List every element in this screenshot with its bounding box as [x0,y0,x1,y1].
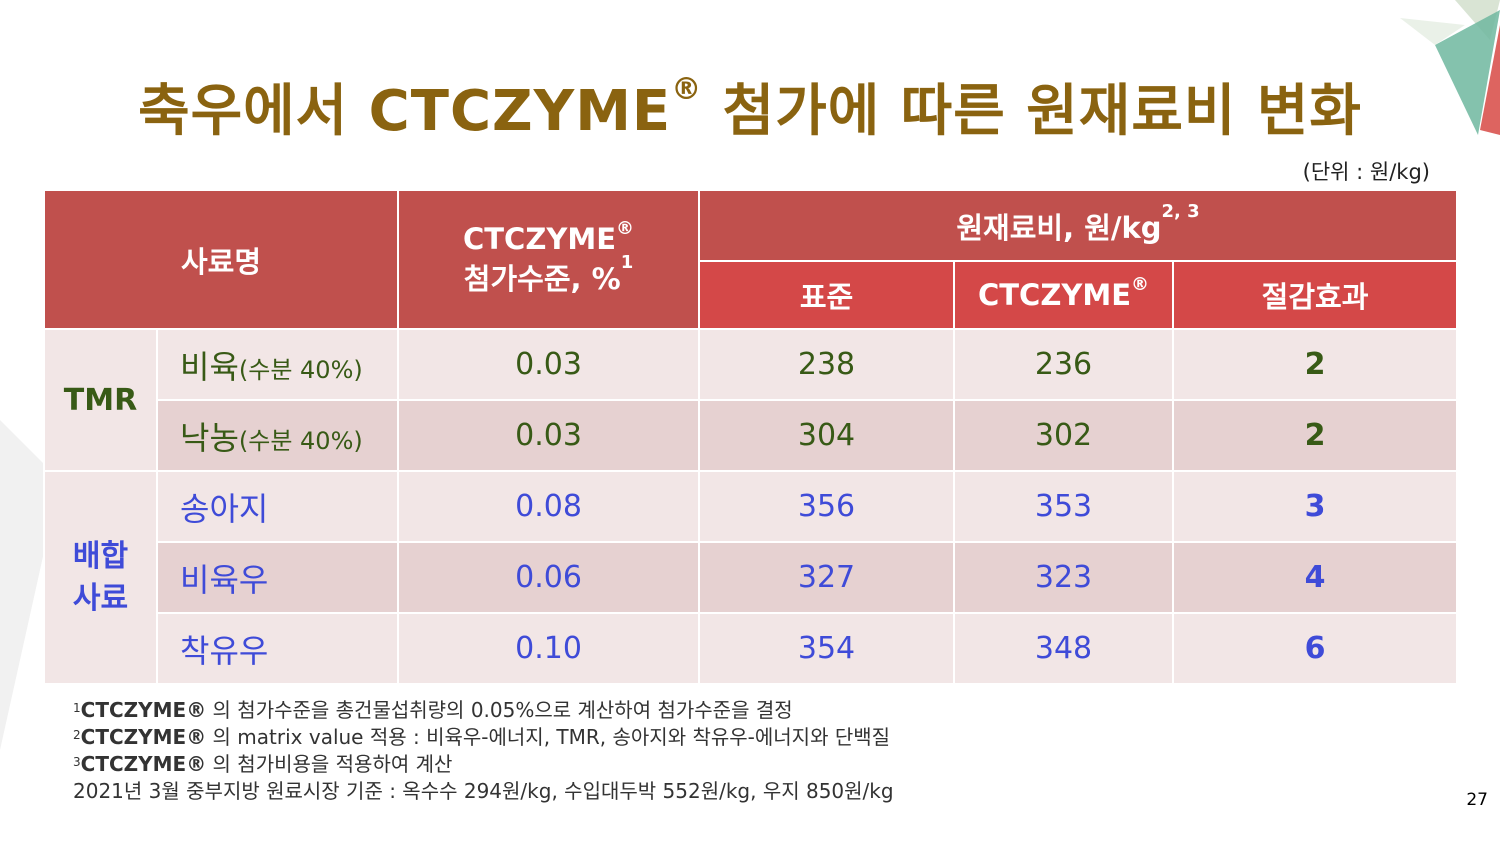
saving-cell: 2 [1172,328,1459,401]
saving-cell: 4 [1172,541,1459,614]
header-feed-name: 사료명 [42,189,400,330]
feed-name: 송아지 [155,470,400,543]
cost-table: 사료명 CTCZYME® 첨가수준, %1 원재료비, 원/kg2, 3 표준 … [42,189,1459,685]
feed-name: 비육(수분 40%) [155,328,400,401]
level-cell: 0.08 [397,470,701,543]
footnote: 3CTCZYME® 의 첨가비용을 적용하여 계산 [73,752,453,776]
saving-cell: 2 [1172,399,1459,472]
table-row: 배합 사료 송아지 0.08 356 353 3 [43,470,1459,685]
ctczyme-cell: 236 [953,328,1175,401]
table-row: 비육우 0.06 327 323 4 [44,541,1459,614]
ctczyme-cell: 348 [953,612,1175,685]
standard-cell: 356 [698,470,956,543]
footnote: 1CTCZYME® 의 첨가수준을 총건물섭취량의 0.05%으로 계산하여 첨… [73,698,793,722]
footnote: 2CTCZYME® 의 matrix value 적용 : 비육우-에너지, T… [73,725,891,749]
level-cell: 0.03 [397,399,701,472]
page-number: 27 [1466,790,1488,810]
group-mixed-feed: 배합 사료 [43,470,158,685]
saving-cell: 6 [1172,612,1459,685]
standard-cell: 304 [698,399,956,472]
header-saving: 절감효과 [1172,260,1459,330]
group-tmr: TMR [43,328,158,472]
header-ctczyme: CTCZYME® [953,260,1175,330]
level-cell: 0.06 [397,541,701,614]
feed-name: 비육우 [155,541,400,614]
saving-cell: 3 [1172,470,1459,543]
ctczyme-cell: 302 [953,399,1175,472]
header-cost: 원재료비, 원/kg2, 3 [698,189,1459,262]
unit-note: (단위 : 원/kg) [1302,160,1430,184]
table-row: TMR 비육(수분 40%) 0.03 238 236 2 [43,328,1459,472]
level-cell: 0.10 [397,612,701,685]
feed-name: 착유우 [155,612,400,685]
table-row: 착유우 0.10 354 348 6 [44,612,1459,685]
standard-cell: 354 [698,612,956,685]
ctczyme-cell: 323 [953,541,1175,614]
ctczyme-cell: 353 [953,470,1175,543]
standard-cell: 238 [698,328,956,401]
table-row: 낙농(수분 40%) 0.03 304 302 2 [44,399,1459,472]
standard-cell: 327 [698,541,956,614]
header-ctczyme-level: CTCZYME® 첨가수준, %1 [397,189,701,330]
page-title: 축우에서 CTCZYME® 첨가에 따른 원재료비 변화 [138,72,1362,144]
footnote: 2021년 3월 중부지방 원료시장 기준 : 옥수수 294원/kg, 수입대… [73,779,894,803]
header-standard: 표준 [698,260,956,330]
level-cell: 0.03 [397,328,701,401]
feed-name: 낙농(수분 40%) [155,399,400,472]
corner-decoration [1400,0,1500,135]
footnotes: 1CTCZYME® 의 첨가수준을 총건물섭취량의 0.05%으로 계산하여 첨… [73,697,894,805]
